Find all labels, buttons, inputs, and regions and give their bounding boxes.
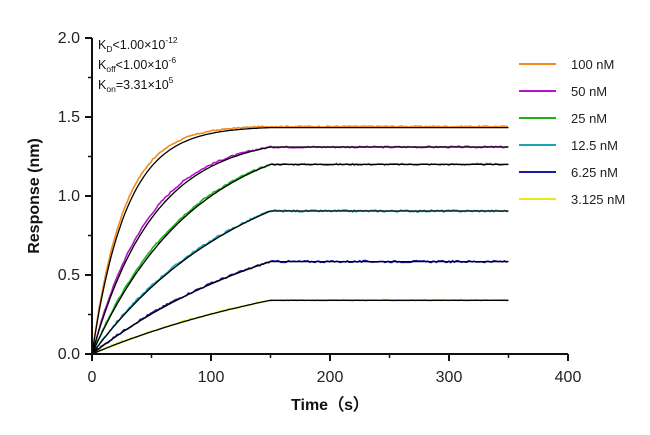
x-tick-label: 200 (317, 369, 344, 386)
y-tick-label: 0.0 (58, 346, 80, 363)
x-tick-label: 100 (198, 369, 225, 386)
legend-label: 6.25 nM (571, 165, 618, 180)
x-tick-label: 300 (436, 369, 463, 386)
legend-label: 3.125 nM (571, 192, 625, 207)
y-tick-label: 2.0 (58, 30, 80, 47)
fit-line (91, 146, 509, 355)
legend-label: 100 nM (571, 57, 614, 72)
series-line (91, 259, 509, 355)
fit-line (91, 126, 509, 355)
x-axis-title: Time（s） (291, 396, 369, 414)
fit-line (91, 260, 509, 355)
y-tick-label: 1.0 (58, 188, 80, 205)
series-line (91, 124, 509, 355)
fit-line (91, 299, 509, 355)
y-tick-label: 1.5 (58, 109, 80, 126)
x-tick-label: 400 (555, 369, 582, 386)
fit-line (91, 210, 509, 355)
x-tick-label: 0 (88, 369, 97, 386)
legend-label: 50 nM (571, 84, 607, 99)
y-tick-label: 0.5 (58, 267, 80, 284)
axes: 0 100 200 300 400 0.0 0.5 1.0 1.5 2.0 (58, 30, 582, 386)
series-line (91, 162, 508, 355)
plot-lines (91, 124, 509, 355)
legend-label: 25 nM (571, 111, 607, 126)
legend: 100 nM 50 nM 25 nM 12.5 nM 6.25 nM 3.125 nM (519, 57, 625, 207)
series-line (91, 209, 509, 355)
annotation-text: Kon=3.31×105 (98, 75, 174, 94)
legend-label: 12.5 nM (571, 138, 618, 153)
fit-line (91, 163, 509, 355)
series-line (91, 298, 508, 355)
annotation-text: KD<1.00×10-12 (98, 35, 178, 54)
y-axis-title: Response (nm) (26, 138, 43, 254)
annotation-text: Koff<1.00×10-6 (98, 55, 176, 74)
